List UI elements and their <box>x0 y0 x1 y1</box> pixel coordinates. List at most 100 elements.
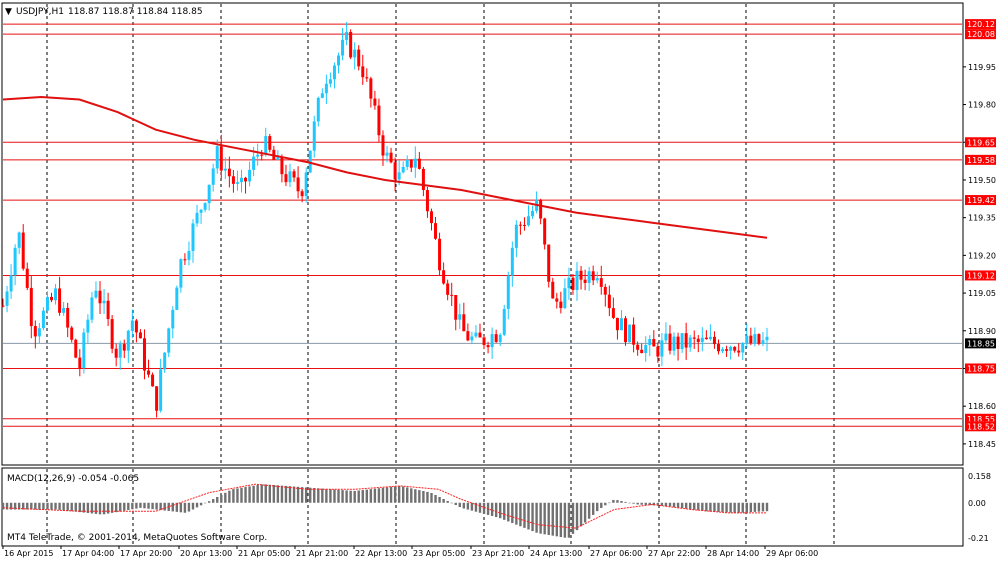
candle-body <box>276 156 280 160</box>
macd-bar <box>697 502 700 511</box>
candle-body <box>106 300 110 320</box>
macd-bar <box>644 502 647 505</box>
candle-body <box>252 156 256 170</box>
macd-bar <box>737 502 740 513</box>
candle-body <box>45 296 49 311</box>
price-tick-label: 119.50 <box>968 176 996 185</box>
macd-bar <box>284 485 288 503</box>
macd-bar <box>478 502 482 513</box>
macd-bar <box>66 502 69 511</box>
current-price-tag <box>965 338 996 349</box>
macd-bar <box>640 502 643 505</box>
candles <box>1 21 769 418</box>
macd-bar <box>248 486 251 503</box>
level-price-tag <box>965 137 996 148</box>
candle-body <box>296 177 300 192</box>
macd-bar <box>195 502 199 508</box>
macd-bar <box>313 487 316 503</box>
macd-bar <box>729 502 732 513</box>
macd-bar <box>13 502 17 510</box>
candle-body <box>235 182 239 184</box>
candle-body <box>648 338 652 346</box>
macd-bar <box>660 502 664 506</box>
macd-bar <box>757 502 761 512</box>
macd-bar <box>474 502 478 512</box>
macd-bar <box>575 502 579 531</box>
candle-body <box>434 223 438 239</box>
candle-body <box>155 386 159 411</box>
candle-body <box>130 320 134 331</box>
macd-bar <box>591 502 595 515</box>
time-tick-label: 23 Apr 21:00 <box>472 549 524 558</box>
price-panel[interactable] <box>1 2 964 466</box>
macd-bar <box>236 488 239 503</box>
candle-body <box>324 83 328 94</box>
macd-bar <box>652 502 656 506</box>
macd-bar <box>761 502 765 512</box>
macd-bar <box>26 502 29 510</box>
candle-body <box>244 177 248 182</box>
ohlc-values: 118.87 118.87 118.84 118.85 <box>68 7 203 17</box>
candle-body <box>417 158 421 169</box>
macd-bar <box>454 502 457 506</box>
candle-body <box>142 338 146 371</box>
candle-body <box>704 337 708 340</box>
candle-body <box>575 270 579 290</box>
candle-body <box>551 281 555 299</box>
macd-bar <box>183 502 187 513</box>
candle-body <box>466 331 470 341</box>
macd-bar <box>499 502 502 519</box>
macd-bar <box>604 502 607 506</box>
macd-bar <box>159 502 162 511</box>
candle-body <box>17 232 21 248</box>
macd-bar <box>102 502 106 515</box>
time-tick-label: 21 Apr 21:00 <box>296 549 348 558</box>
macd-bar <box>114 502 118 513</box>
candle-body <box>33 326 37 337</box>
candle-body <box>167 328 171 353</box>
macd-bar <box>349 490 352 503</box>
macd-bar <box>17 502 21 510</box>
macd-bar <box>203 502 207 504</box>
level-price-tag <box>965 19 996 30</box>
candle-body <box>470 336 474 341</box>
candle-body <box>223 168 227 171</box>
macd-bar <box>406 487 409 503</box>
candle-body <box>377 105 381 136</box>
macd-bar <box>725 502 728 513</box>
candle-body <box>203 203 207 210</box>
macd-bar <box>309 487 312 503</box>
chart-menu-arrow-icon[interactable]: ▼ <box>5 7 12 17</box>
candle-body <box>300 191 304 197</box>
candle-body <box>672 336 676 351</box>
macd-bar <box>422 491 425 503</box>
price-tick-label: 118.45 <box>968 440 996 449</box>
macd-bar <box>216 496 219 503</box>
candle-body <box>442 270 446 284</box>
candle-body <box>518 224 522 226</box>
candle-body <box>741 343 745 353</box>
macd-bar <box>353 490 356 503</box>
macd-bar <box>54 502 57 510</box>
candle-body <box>401 166 405 173</box>
candle-body <box>183 259 187 261</box>
macd-bar <box>426 491 429 503</box>
macd-bar <box>482 502 486 514</box>
candle-body <box>159 369 163 411</box>
candle-body <box>559 301 563 309</box>
macd-bar <box>240 487 243 503</box>
macd-bar <box>503 502 506 520</box>
candle-body <box>195 212 199 224</box>
candle-body <box>482 337 486 346</box>
candle-body <box>256 154 260 157</box>
macd-bar <box>341 490 344 503</box>
macd-bar <box>430 492 433 503</box>
macd-bar <box>268 484 271 503</box>
macd-bar <box>224 492 227 503</box>
macd-tick-label: 0.158 <box>968 472 991 481</box>
candle-body <box>696 338 700 342</box>
candle-body <box>587 271 591 283</box>
time-tick-label: 20 Apr 13:00 <box>180 549 232 558</box>
macd-bar <box>709 502 712 512</box>
